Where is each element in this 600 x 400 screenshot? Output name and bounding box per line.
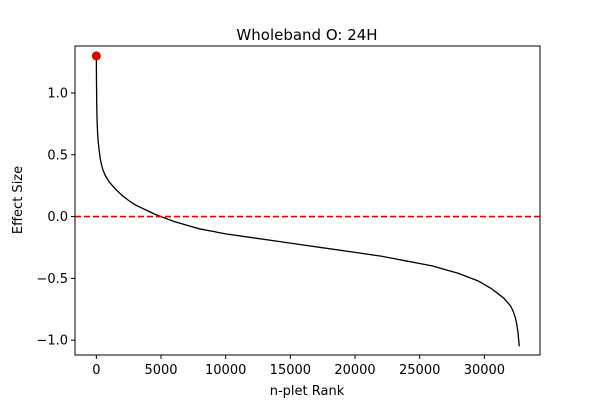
x-axis-ticks: 0 5000 10000 15000 20000 25000 30000 bbox=[92, 355, 505, 378]
x-tick-label: 10000 bbox=[205, 363, 246, 378]
y-tick-label: 0.0 bbox=[47, 210, 68, 225]
x-tick-label: 30000 bbox=[464, 363, 505, 378]
series-layer bbox=[75, 51, 540, 347]
y-tick-label: 1.0 bbox=[47, 86, 68, 101]
y-tick-label: −1.0 bbox=[36, 334, 68, 349]
x-tick-label: 25000 bbox=[399, 363, 440, 378]
max-effect-marker bbox=[91, 51, 101, 61]
plot-area bbox=[74, 45, 541, 356]
x-tick-label: 0 bbox=[92, 363, 100, 378]
chart-title: Wholeband O: 24H bbox=[236, 26, 377, 44]
axes-frame bbox=[74, 45, 541, 356]
y-axis-ticks: −1.0 −0.5 0.0 0.5 1.0 bbox=[36, 86, 75, 349]
y-axis-label: Effect Size bbox=[11, 166, 26, 234]
effect-size-curve bbox=[95, 55, 520, 347]
x-tick-label: 20000 bbox=[334, 363, 375, 378]
y-tick-label: −0.5 bbox=[36, 272, 68, 287]
x-tick-label: 5000 bbox=[144, 363, 177, 378]
x-tick-label: 15000 bbox=[270, 363, 311, 378]
y-tick-label: 0.5 bbox=[47, 148, 68, 163]
x-axis-label: n-plet Rank bbox=[270, 384, 345, 399]
